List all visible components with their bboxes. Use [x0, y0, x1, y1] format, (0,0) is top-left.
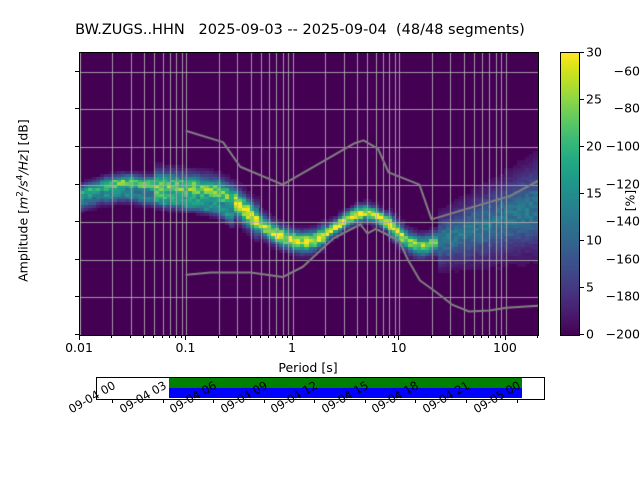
x-tick-label: 0.01	[65, 340, 93, 355]
x-tick-label: 10	[390, 340, 407, 355]
x-tick-mark-minor	[481, 335, 482, 338]
x-tick-mark-minor	[366, 335, 367, 338]
x-tick-mark-minor	[287, 335, 288, 338]
x-tick-mark-minor	[143, 335, 144, 338]
colorbar-tick-label: 30	[586, 44, 602, 60]
x-tick-mark-minor	[111, 335, 112, 338]
colorbar-gradient	[561, 53, 579, 335]
timeline-tick-mark	[213, 399, 214, 403]
colorbar-tick-mark	[580, 240, 584, 241]
colorbar-tick-mark	[580, 146, 584, 147]
y-tick-label: −120	[605, 176, 640, 192]
timeline-tick-mark	[112, 399, 113, 403]
x-tick-mark-minor	[324, 335, 325, 338]
colorbar-tick-mark	[580, 287, 584, 288]
colorbar-tick-label: 5	[586, 279, 594, 295]
x-tick-mark-minor	[175, 335, 176, 338]
colorbar-tick-mark	[580, 334, 584, 335]
x-tick-mark-minor	[169, 335, 170, 338]
x-tick-mark-minor	[473, 335, 474, 338]
data-coverage-green[interactable]	[168, 378, 522, 388]
x-tick-mark-minor	[382, 335, 383, 338]
x-tick-mark-minor	[275, 335, 276, 338]
y-tick-label: −60	[613, 63, 640, 79]
y-axis-label-text: Amplitude [m2/s4/Hz] [dB]	[15, 119, 31, 282]
x-axis-label: Period [s]	[278, 360, 338, 375]
timeline-tick-mark	[314, 399, 315, 403]
x-tick-mark-major	[505, 335, 506, 340]
y-tick-label: −180	[605, 288, 640, 304]
x-tick-label: 1	[287, 340, 296, 355]
y-tick-label: −200	[605, 326, 640, 342]
x-tick-mark-major	[79, 335, 80, 340]
x-tick-mark-minor	[268, 335, 269, 338]
x-tick-mark-minor	[537, 335, 538, 338]
y-tick-label: −160	[605, 251, 640, 267]
x-tick-label: 100	[493, 340, 517, 355]
x-tick-mark-minor	[250, 335, 251, 338]
y-tick-mark	[75, 71, 79, 72]
colorbar-tick-mark	[580, 193, 584, 194]
x-tick-mark-minor	[488, 335, 489, 338]
data-coverage-blue[interactable]	[168, 388, 522, 398]
x-tick-mark-minor	[356, 335, 357, 338]
x-tick-mark-minor	[431, 335, 432, 338]
page-title: BW.ZUGS..HHN 2025-09-03 -- 2025-09-04 (4…	[75, 22, 525, 38]
colorbar[interactable]	[560, 52, 580, 336]
x-tick-mark-minor	[181, 335, 182, 338]
x-tick-mark-minor	[388, 335, 389, 338]
timeline-tick-mark	[517, 399, 518, 403]
x-tick-mark-minor	[218, 335, 219, 338]
x-tick-mark-minor	[375, 335, 376, 338]
colorbar-tick-label: 15	[586, 185, 602, 201]
x-tick-mark-minor	[463, 335, 464, 338]
x-tick-mark-minor	[162, 335, 163, 338]
y-tick-label: −100	[605, 138, 640, 154]
y-tick-mark	[75, 334, 79, 335]
colorbar-tick-label: 25	[586, 91, 602, 107]
ppsd-plot-area[interactable]	[79, 52, 539, 336]
x-tick-mark-minor	[449, 335, 450, 338]
timeline-tick-mark	[415, 399, 416, 403]
timeline-tick-mark	[264, 399, 265, 403]
y-tick-mark	[75, 146, 79, 147]
y-tick-mark	[75, 108, 79, 109]
y-tick-mark	[75, 221, 79, 222]
x-tick-mark-minor	[260, 335, 261, 338]
colorbar-tick-label: 10	[586, 232, 602, 248]
x-tick-mark-minor	[236, 335, 237, 338]
x-tick-mark-minor	[130, 335, 131, 338]
x-tick-mark-major	[292, 335, 293, 340]
x-tick-label: 0.1	[175, 340, 196, 355]
colorbar-tick-label: 0	[586, 326, 594, 342]
timeline-tick-mark	[466, 399, 467, 403]
y-tick-mark	[75, 184, 79, 185]
x-tick-mark-minor	[282, 335, 283, 338]
colorbar-tick-mark	[580, 99, 584, 100]
ppsd-histogram-canvas	[80, 53, 538, 335]
colorbar-tick-mark	[580, 52, 584, 53]
y-tick-mark	[75, 296, 79, 297]
y-axis-label: Amplitude [m2/s4/Hz] [dB]	[15, 61, 30, 341]
timeline-tick-mark	[365, 399, 366, 403]
x-tick-mark-minor	[500, 335, 501, 338]
timeline-tick-mark	[163, 399, 164, 403]
x-tick-mark-minor	[394, 335, 395, 338]
colorbar-tick-label: 20	[586, 138, 602, 154]
x-tick-mark-minor	[343, 335, 344, 338]
x-tick-mark-minor	[153, 335, 154, 338]
y-tick-label: −80	[613, 100, 640, 116]
x-tick-mark-major	[185, 335, 186, 340]
x-tick-mark-major	[398, 335, 399, 340]
y-tick-mark	[75, 259, 79, 260]
data-coverage-timeline[interactable]	[96, 377, 545, 400]
colorbar-label: [%]	[622, 189, 638, 212]
y-tick-label: −140	[605, 213, 640, 229]
x-tick-mark-minor	[495, 335, 496, 338]
